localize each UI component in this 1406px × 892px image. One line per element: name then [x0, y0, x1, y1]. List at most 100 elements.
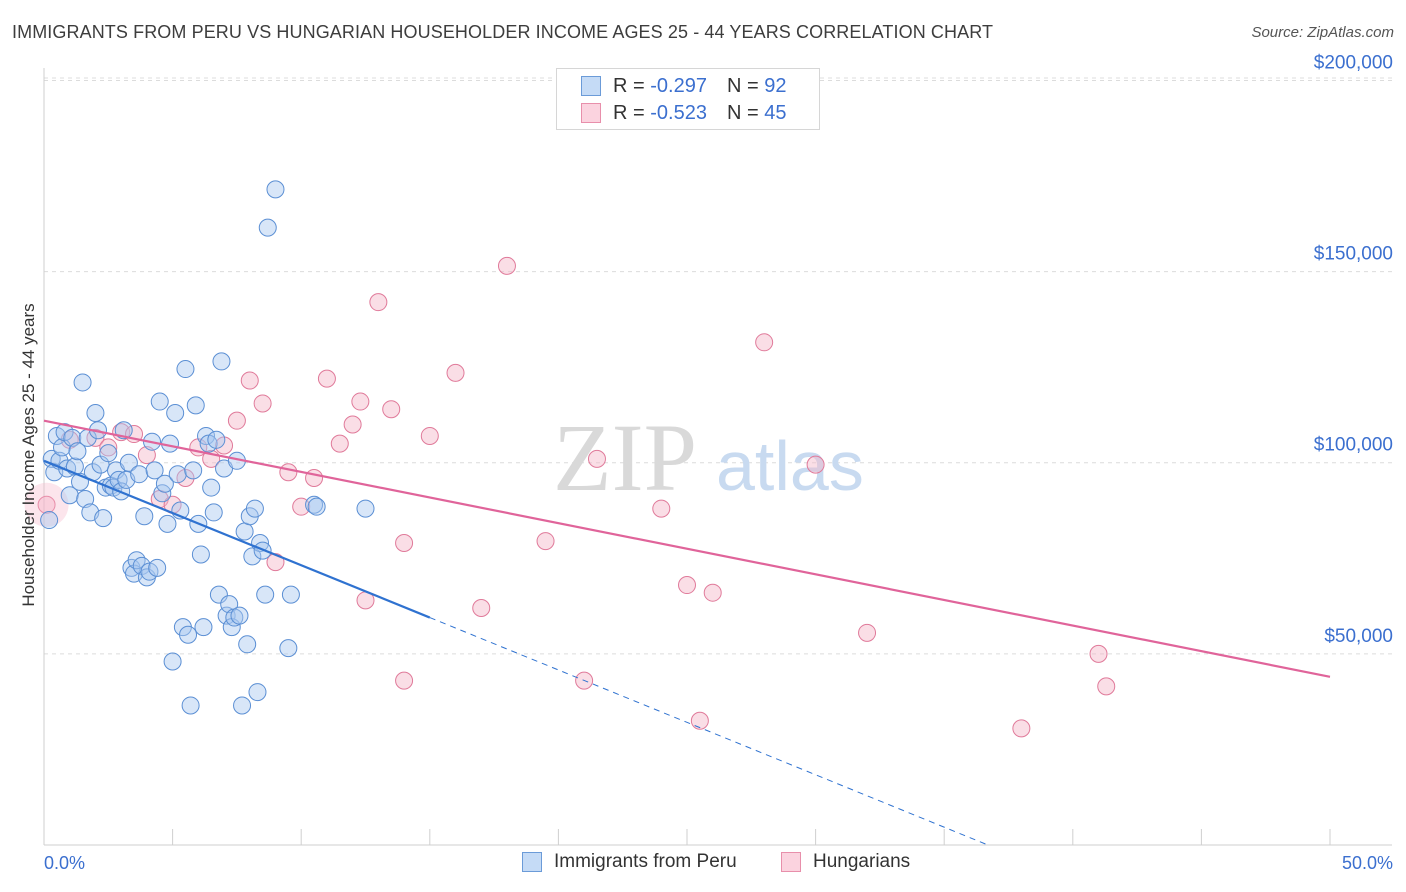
peru-point	[163, 652, 182, 671]
hungarians-point	[330, 434, 349, 453]
peru-point	[212, 352, 231, 371]
peru-point	[148, 558, 167, 577]
peru-point	[127, 551, 146, 570]
peru-point	[279, 639, 298, 658]
legend-r-value: -0.297	[650, 74, 707, 97]
peru-point	[73, 373, 92, 392]
hungarians-point	[1012, 719, 1031, 738]
hungarians-point	[703, 583, 722, 602]
peru-point	[233, 696, 252, 715]
hungarians-point	[369, 293, 388, 312]
chart-title: IMMIGRANTS FROM PERU VS HUNGARIAN HOUSEH…	[12, 22, 994, 42]
peru-point	[248, 683, 267, 702]
watermark-atlas: atlas	[716, 427, 864, 505]
peru-point	[204, 503, 223, 522]
peru-point	[217, 606, 236, 625]
legend-row-hungarians: R = -0.523 N = 45	[581, 100, 786, 126]
peru-point	[266, 180, 285, 199]
hungarians-point	[858, 623, 877, 642]
hungarians-point	[395, 671, 414, 690]
legend-r-label: R =	[613, 74, 645, 97]
hungarians-point	[652, 499, 671, 518]
legend-r-label: R =	[613, 101, 645, 124]
peru-point	[181, 696, 200, 715]
hungarians-point	[343, 415, 362, 434]
hungarians-point	[1097, 677, 1116, 696]
peru-point	[168, 465, 187, 484]
peru-point	[191, 545, 210, 564]
hungarians-point	[395, 533, 414, 552]
hungarians-point	[37, 495, 56, 514]
peru-point	[194, 618, 213, 637]
bottom-legend-label-hungarians: Hungarians	[813, 851, 911, 872]
peru-point	[184, 461, 203, 480]
peru-point	[230, 606, 249, 625]
peru-points	[40, 180, 375, 715]
watermark: ZIP atlas	[553, 404, 864, 511]
watermark-zip: ZIP	[553, 404, 697, 511]
hungarians-point	[497, 256, 516, 275]
peru-point	[179, 625, 198, 644]
peru-point	[207, 430, 226, 449]
peru-point	[130, 465, 149, 484]
hungarians-point	[690, 711, 709, 730]
peru-point	[307, 497, 326, 516]
peru-point	[119, 453, 138, 472]
hungarians-point	[536, 532, 555, 551]
hungarians-point	[678, 576, 696, 595]
legend-r-value: -0.523	[650, 101, 707, 124]
peru-point	[176, 360, 195, 379]
hungarians-point	[587, 449, 606, 468]
hungarians-point	[253, 394, 272, 413]
hungarians-trend-line	[43, 419, 1331, 678]
legend-n-value: 92	[764, 74, 787, 97]
peru-point	[281, 585, 300, 604]
peru-point	[238, 635, 257, 654]
hungarians-point	[227, 411, 246, 430]
bottom-legend-hungarians: Hungarians	[781, 851, 910, 873]
peru-point	[94, 509, 113, 528]
peru-point	[235, 522, 254, 541]
grid-lines	[44, 77, 1392, 655]
legend-swatch-hungarians	[581, 103, 601, 123]
hungarians-point	[266, 553, 285, 572]
peru-point	[68, 442, 87, 461]
peru-point	[114, 421, 133, 440]
y-axis-title: Householder Income Ages 25 - 44 years	[19, 303, 38, 606]
legend-n-label: N =	[726, 101, 759, 124]
bottom-legend-peru: Immigrants from Peru	[522, 851, 737, 873]
hungarians-point	[472, 598, 491, 617]
legend-row-peru: R = -0.297 N = 92	[581, 73, 786, 99]
hungarians-point	[240, 371, 259, 390]
peru-point	[166, 404, 185, 423]
hungarians-point	[351, 392, 370, 411]
legend-swatch-peru	[581, 76, 601, 96]
hungarians-point	[305, 469, 324, 488]
peru-point	[40, 511, 59, 530]
hungarians-point	[24, 482, 69, 527]
hungarians-points	[24, 256, 1116, 738]
peru-point	[356, 499, 375, 518]
bottom-legend-label-peru: Immigrants from Peru	[554, 851, 737, 872]
hungarians-point	[317, 369, 336, 388]
legend-n-label: N =	[726, 74, 759, 97]
hungarians-point	[99, 438, 118, 457]
peru-point	[256, 585, 275, 604]
peru-point	[202, 478, 221, 497]
legend-n-value: 45	[764, 101, 787, 124]
tick-labels: $50,000 $100,000 $150,000 $200,000 0.0% 50.0%	[44, 52, 1393, 873]
chart-source: Source: ZipAtlas.com	[1251, 24, 1394, 41]
peru-point	[76, 490, 95, 509]
peru-point	[150, 392, 169, 411]
peru-point	[186, 396, 205, 415]
hungarians-point	[446, 363, 465, 382]
peru-point	[109, 470, 128, 489]
peru-point	[305, 495, 324, 514]
y-tick-label: $50,000	[1324, 626, 1393, 647]
y-tick-label: $200,000	[1314, 52, 1393, 73]
peru-point	[145, 461, 164, 480]
peru-point	[86, 404, 105, 423]
hungarians-point	[755, 333, 774, 352]
peru-trend-extension	[429, 617, 989, 846]
